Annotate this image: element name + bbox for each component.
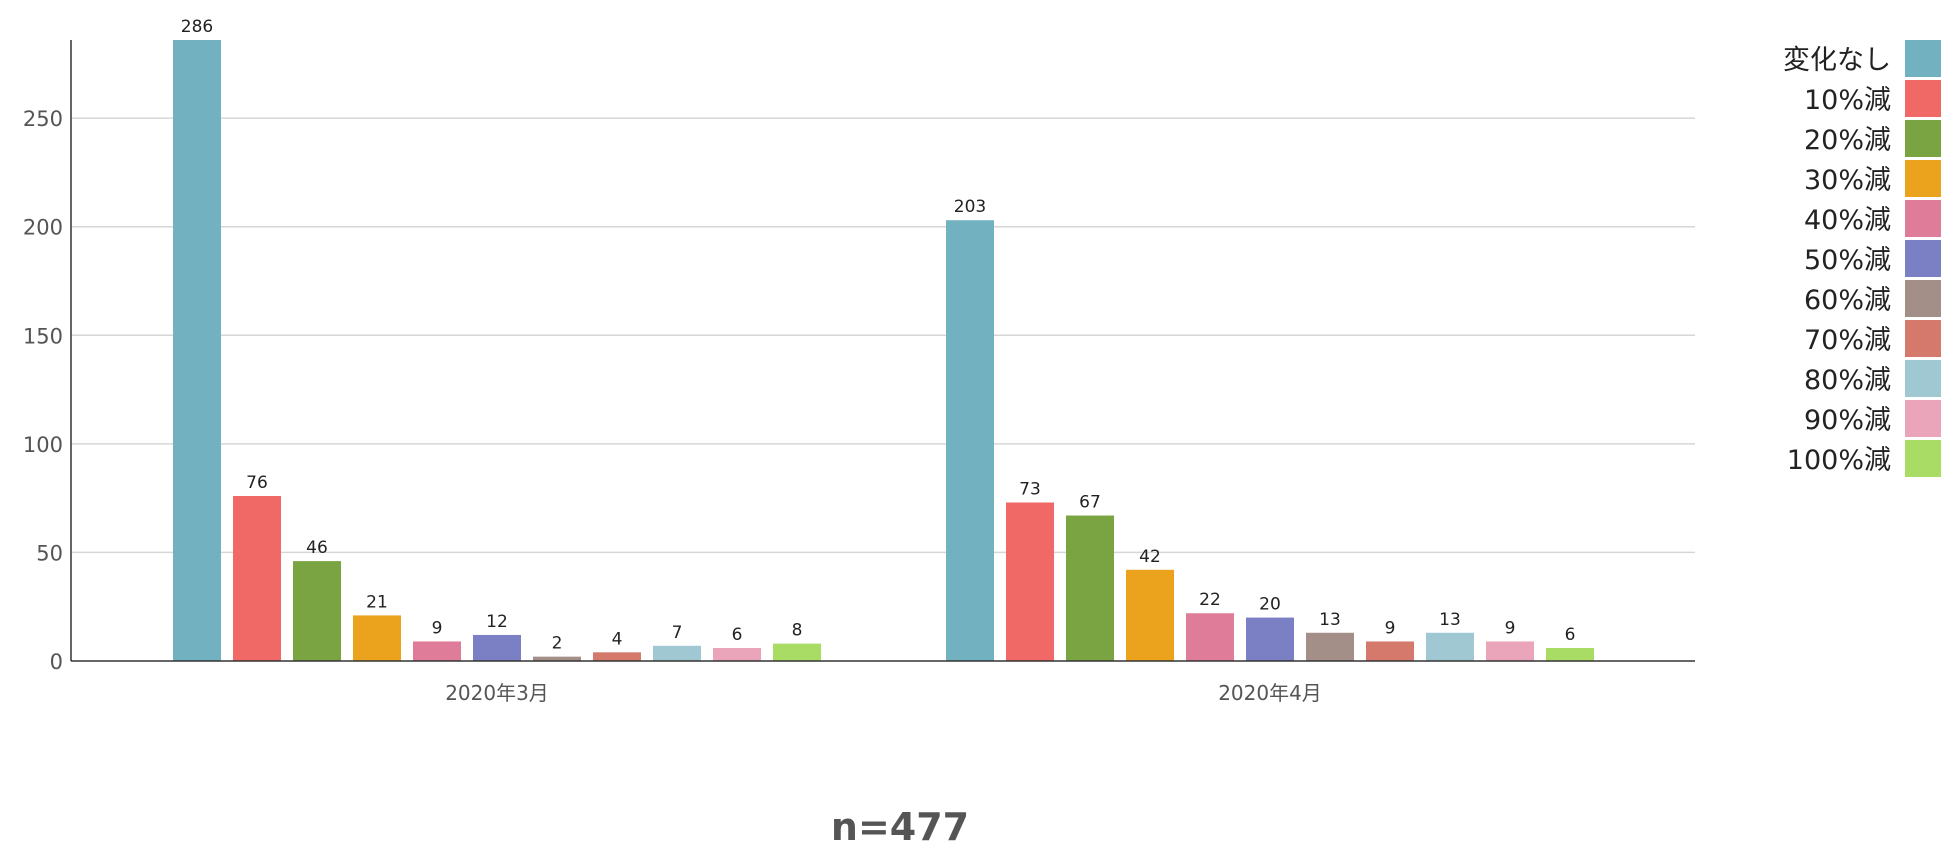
- bar-value-label: 203: [954, 197, 986, 217]
- legend-item: 40%減: [1804, 200, 1941, 237]
- legend-label: 40%減: [1804, 205, 1891, 236]
- y-tick-label: 250: [23, 107, 63, 131]
- bar-value-label: 12: [486, 612, 508, 632]
- bar-value-label: 8: [792, 621, 803, 641]
- axes: [70, 40, 1695, 662]
- bar-value-label: 67: [1079, 493, 1101, 513]
- bar: [353, 615, 401, 661]
- bar-value-label: 4: [612, 629, 623, 649]
- legend-item: 20%減: [1804, 120, 1941, 157]
- legend-swatch: [1905, 440, 1941, 477]
- y-tick-label: 100: [23, 433, 63, 457]
- gridlines: 0 50 100 150 200 250: [23, 107, 1695, 674]
- bar: [773, 643, 821, 661]
- legend-item: 90%減: [1804, 400, 1941, 437]
- bar: [1006, 502, 1054, 661]
- bar: [1486, 641, 1534, 661]
- bar: [1426, 632, 1474, 661]
- legend-item: 60%減: [1804, 280, 1941, 317]
- y-tick-label: 150: [23, 324, 63, 348]
- bar: [233, 495, 281, 661]
- bar-value-label: 7: [672, 623, 683, 643]
- legend-label: 60%減: [1804, 285, 1891, 316]
- legend-swatch: [1905, 80, 1941, 117]
- bar: [1306, 632, 1354, 661]
- legend-swatch: [1905, 280, 1941, 317]
- legend-item: 70%減: [1804, 320, 1941, 357]
- legend-item: 変化なし: [1783, 40, 1941, 77]
- bars: [173, 40, 1594, 661]
- bar: [593, 652, 641, 661]
- bar: [1186, 613, 1234, 661]
- legend-label: 10%減: [1804, 85, 1891, 116]
- bar: [293, 561, 341, 661]
- legend-label: 90%減: [1804, 405, 1891, 436]
- bar-value-label: 76: [246, 473, 268, 493]
- legend-label: 30%減: [1804, 165, 1891, 196]
- bar: [1066, 515, 1114, 661]
- legend-swatch: [1905, 400, 1941, 437]
- legend-label: 100%減: [1787, 445, 1891, 476]
- bar-value-label: 42: [1139, 547, 1161, 567]
- bar-value-label: 21: [366, 592, 388, 612]
- legend-label: 50%減: [1804, 245, 1891, 276]
- x-category-label: 2020年4月: [1218, 681, 1322, 705]
- bar: [1246, 617, 1294, 661]
- legend-label: 70%減: [1804, 325, 1891, 356]
- bar: [946, 220, 994, 661]
- legend-swatch: [1905, 160, 1941, 197]
- legend-swatch: [1905, 40, 1941, 77]
- y-tick-label: 50: [36, 541, 63, 565]
- legend-swatch: [1905, 120, 1941, 157]
- sample-size-note: n=477: [831, 805, 969, 849]
- legend-item: 100%減: [1787, 440, 1941, 477]
- bar: [1366, 641, 1414, 661]
- legend-item: 80%減: [1804, 360, 1941, 397]
- bar-value-label: 46: [306, 538, 328, 558]
- legend-swatch: [1905, 360, 1941, 397]
- bar-value-label: 6: [732, 625, 743, 645]
- bar-value-label: 2: [552, 634, 563, 654]
- bar: [413, 641, 461, 661]
- legend-item: 50%減: [1804, 240, 1941, 277]
- bar-value-label: 6: [1565, 625, 1576, 645]
- bar: [473, 634, 521, 661]
- bar-value-label: 286: [181, 17, 213, 37]
- bar: [1546, 647, 1594, 661]
- bar-value-label: 13: [1439, 610, 1461, 630]
- bar: [173, 40, 221, 661]
- bar-value-label: 9: [432, 618, 443, 638]
- x-category-label: 2020年3月: [445, 681, 549, 705]
- bar-value-label: 9: [1505, 618, 1516, 638]
- legend-swatch: [1905, 200, 1941, 237]
- bar: [653, 645, 701, 661]
- bar-value-label: 20: [1259, 595, 1281, 615]
- legend-swatch: [1905, 320, 1941, 357]
- legend-label: 20%減: [1804, 125, 1891, 156]
- y-tick-label: 0: [50, 650, 63, 674]
- bar: [533, 656, 581, 661]
- bar-value-label: 9: [1385, 618, 1396, 638]
- legend: 変化なし 10%減 20%減 30%減 40%減 50%減 60%減 70%減 80%減 90%減…: [1783, 40, 1941, 477]
- legend-item: 10%減: [1804, 80, 1941, 117]
- bar: [713, 647, 761, 661]
- legend-swatch: [1905, 240, 1941, 277]
- bar-value-label: 22: [1199, 590, 1221, 610]
- bar: [1126, 569, 1174, 661]
- bar-value-label: 13: [1319, 610, 1341, 630]
- legend-label: 80%減: [1804, 365, 1891, 396]
- y-tick-label: 200: [23, 216, 63, 240]
- legend-item: 30%減: [1804, 160, 1941, 197]
- legend-label: 変化なし: [1783, 45, 1891, 76]
- bar-value-label: 73: [1019, 479, 1041, 499]
